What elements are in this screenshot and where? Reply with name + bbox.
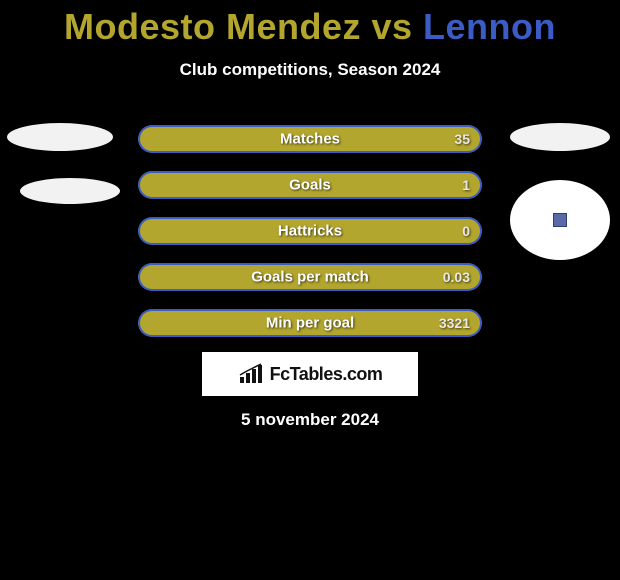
title-player2: Lennon bbox=[423, 6, 556, 47]
stat-bar-label: Goals bbox=[289, 177, 331, 194]
stat-bar: Min per goal 3321 bbox=[138, 309, 482, 337]
avatar-missing-icon bbox=[553, 213, 567, 227]
stat-bar-value: 1 bbox=[462, 177, 470, 193]
date: 5 november 2024 bbox=[241, 410, 379, 430]
page-title: Modesto Mendez vs Lennon bbox=[0, 0, 620, 48]
stat-bar-value: 0.03 bbox=[443, 269, 470, 285]
stat-bar: Matches 35 bbox=[138, 125, 482, 153]
avatar-placeholder-left-2 bbox=[20, 178, 120, 204]
title-player1: Modesto Mendez bbox=[64, 6, 361, 47]
stat-bars: Matches 35 Goals 1 Hattricks 0 Goals per match… bbox=[138, 125, 482, 355]
title-vs: vs bbox=[361, 6, 423, 47]
stat-bar-label: Min per goal bbox=[266, 315, 354, 332]
stat-bar-label: Matches bbox=[280, 131, 340, 148]
subtitle: Club competitions, Season 2024 bbox=[0, 60, 620, 80]
brand-box: FcTables.com bbox=[202, 352, 418, 396]
stat-bar-value: 35 bbox=[454, 131, 470, 147]
stat-bar-label: Goals per match bbox=[251, 269, 369, 286]
stat-bar-value: 0 bbox=[462, 223, 470, 239]
avatar-placeholder-left-1 bbox=[7, 123, 113, 151]
avatar-placeholder-right-1 bbox=[510, 123, 610, 151]
stat-bar: Goals 1 bbox=[138, 171, 482, 199]
stat-bar: Hattricks 0 bbox=[138, 217, 482, 245]
stat-bar-value: 3321 bbox=[439, 315, 470, 331]
avatar-placeholder-right-2 bbox=[510, 180, 610, 260]
stat-bar-label: Hattricks bbox=[278, 223, 342, 240]
brand-chart-icon bbox=[238, 363, 266, 385]
stat-bar: Goals per match 0.03 bbox=[138, 263, 482, 291]
brand-text: FcTables.com bbox=[270, 364, 383, 385]
